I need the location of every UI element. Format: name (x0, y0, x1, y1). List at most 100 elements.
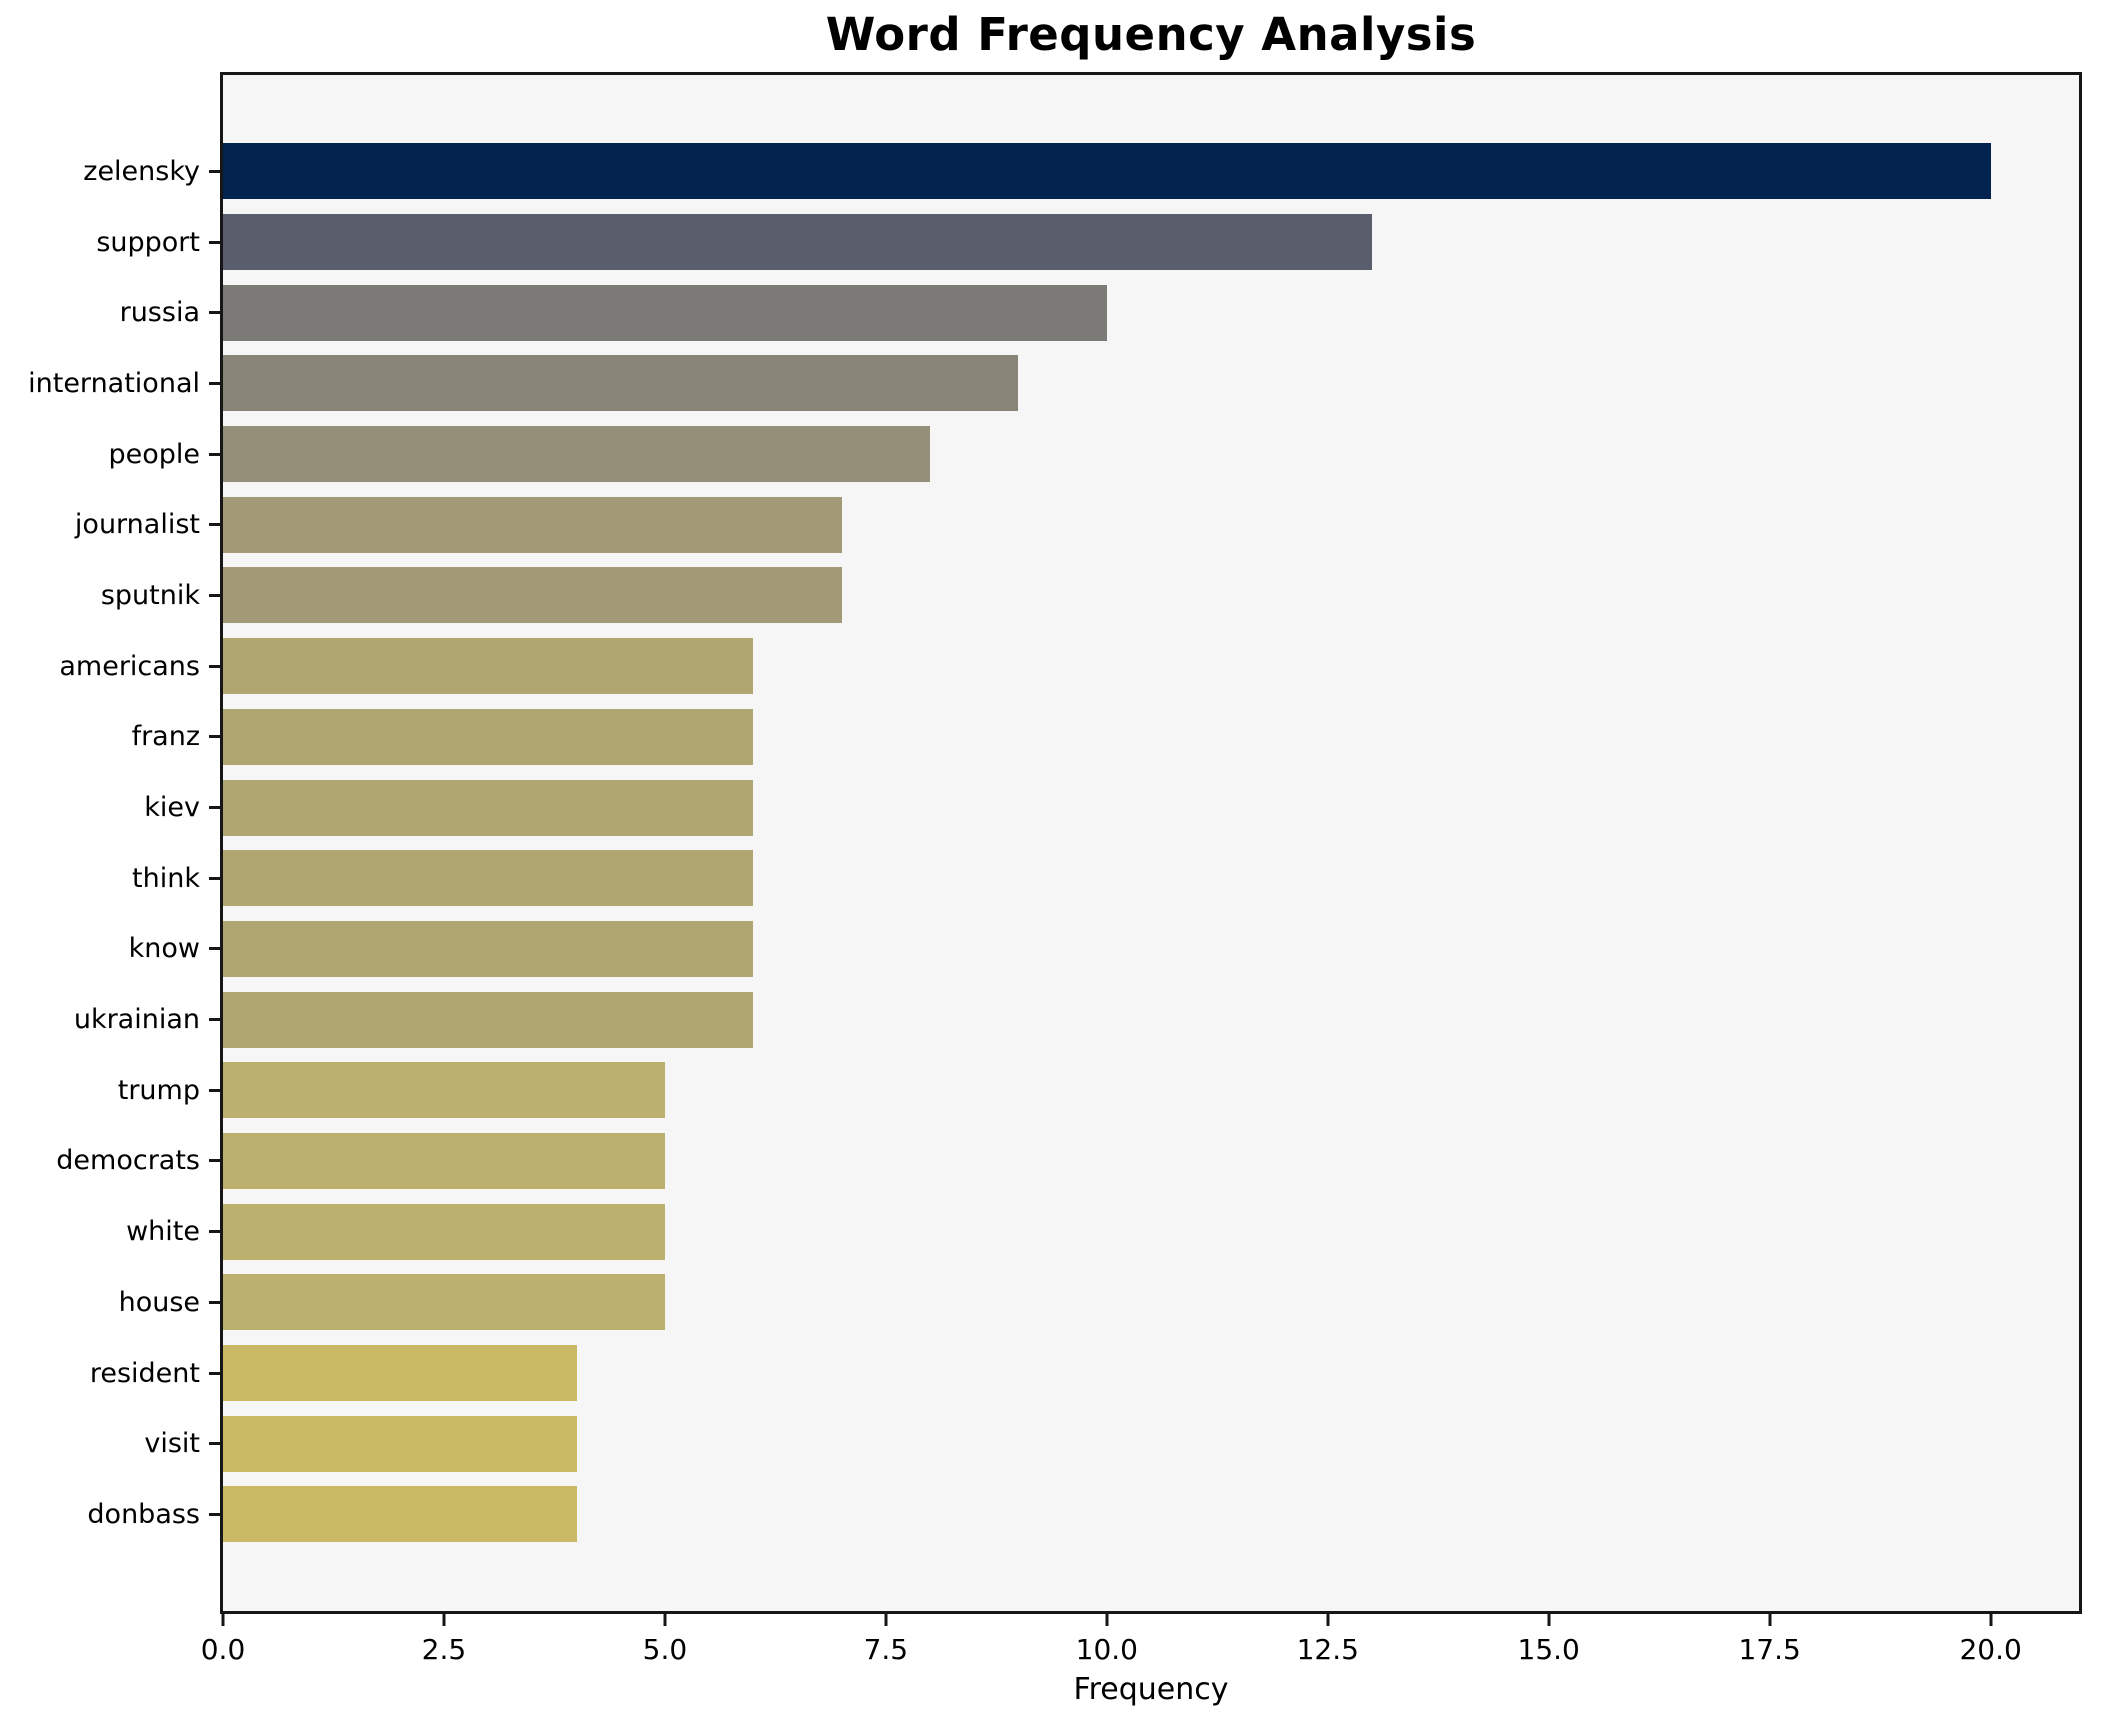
y-tick-mark (209, 240, 220, 244)
x-tick-label: 0.0 (200, 1633, 246, 1666)
y-tick-row: people (0, 419, 220, 490)
y-tick-mark (209, 1088, 220, 1092)
y-tick-label: think (132, 862, 200, 894)
bar-think (223, 850, 754, 907)
y-tick-row: donbass (0, 1479, 220, 1550)
y-tick-label: americans (59, 650, 200, 682)
y-tick-label: franz (131, 721, 200, 753)
y-tick-row: know (0, 914, 220, 985)
y-tick-label: ukrainian (73, 1004, 200, 1036)
bar-ukrainian (223, 991, 754, 1048)
bar-journalist (223, 496, 842, 553)
x-tick-mark (1547, 1614, 1551, 1626)
y-tick-row: trump (0, 1055, 220, 1126)
y-tick-mark (209, 1300, 220, 1304)
bar-row (223, 1126, 2079, 1197)
y-tick-label: zelensky (83, 155, 200, 187)
bar-row (223, 1267, 2079, 1338)
bar-row (223, 489, 2079, 560)
y-tick-label: people (108, 438, 200, 470)
y-tick-row: americans (0, 631, 220, 702)
y-tick-mark (209, 381, 220, 385)
bar-row (223, 772, 2079, 843)
y-tick-row: journalist (0, 489, 220, 560)
x-tick-label: 15.0 (1517, 1633, 1580, 1666)
bar-know (223, 920, 754, 977)
plot-area (220, 72, 2082, 1614)
bar-row (223, 631, 2079, 702)
bar-row (223, 207, 2079, 278)
y-tick-row: think (0, 843, 220, 914)
y-tick-row: international (0, 348, 220, 419)
bar-international (223, 355, 1019, 412)
x-tick-mark (442, 1614, 446, 1626)
x-tick-mark (884, 1614, 888, 1626)
bar-row (223, 1408, 2079, 1479)
bar-row (223, 136, 2079, 207)
y-tick-mark (209, 1512, 220, 1516)
bar-row (223, 1338, 2079, 1409)
x-tick-label: 10.0 (1075, 1633, 1138, 1666)
y-tick-label: support (96, 226, 200, 258)
y-tick-label: visit (144, 1428, 200, 1460)
x-tick-mark (221, 1614, 225, 1626)
x-tick-label: 17.5 (1738, 1633, 1801, 1666)
y-tick-label: donbass (87, 1498, 200, 1530)
bar-zelensky (223, 143, 1991, 200)
x-tick-label: 20.0 (1959, 1633, 2022, 1666)
y-tick-label: kiev (144, 792, 200, 824)
y-tick-label: international (28, 367, 200, 399)
bar-row (223, 702, 2079, 773)
bars-container (223, 75, 2079, 1550)
x-tick-mark (663, 1614, 667, 1626)
bar-people (223, 426, 931, 483)
bar-house (223, 1274, 665, 1331)
bar-americans (223, 638, 754, 695)
y-tick-label: house (118, 1286, 200, 1318)
bar-visit (223, 1415, 577, 1472)
y-tick-label: democrats (56, 1145, 200, 1177)
bar-franz (223, 708, 754, 765)
y-tick-mark (209, 311, 220, 315)
y-tick-row: support (0, 207, 220, 278)
bar-row (223, 914, 2079, 985)
y-tick-label: white (126, 1216, 200, 1248)
y-tick-label: sputnik (100, 579, 200, 611)
y-tick-mark (209, 593, 220, 597)
x-tick-mark (1326, 1614, 1330, 1626)
bar-row (223, 277, 2079, 348)
x-tick-mark (1768, 1614, 1772, 1626)
bar-trump (223, 1062, 665, 1119)
x-tick-label: 12.5 (1296, 1633, 1359, 1666)
bar-resident (223, 1345, 577, 1402)
y-tick-mark (209, 664, 220, 668)
bar-row (223, 843, 2079, 914)
bar-row (223, 1055, 2079, 1126)
y-tick-mark (209, 876, 220, 880)
bar-support (223, 214, 1372, 271)
x-axis-label: Frequency (1073, 1672, 1229, 1707)
x-tick-label: 5.0 (642, 1633, 688, 1666)
y-tick-row: russia (0, 277, 220, 348)
bar-kiev (223, 779, 754, 836)
bar-white (223, 1203, 665, 1260)
x-axis-ticks (221, 1614, 2079, 1626)
y-tick-mark (209, 947, 220, 951)
bar-sputnik (223, 567, 842, 624)
y-tick-label: russia (119, 297, 200, 329)
y-tick-label: know (128, 933, 200, 965)
y-tick-mark (209, 1159, 220, 1163)
bar-row (223, 984, 2079, 1055)
y-tick-mark (209, 1018, 220, 1022)
y-tick-row: ukrainian (0, 984, 220, 1055)
y-axis-labels: zelensky support russia international people… (0, 136, 220, 1550)
y-tick-row: franz (0, 702, 220, 773)
y-tick-mark (209, 523, 220, 527)
y-tick-row: democrats (0, 1126, 220, 1197)
bar-row (223, 560, 2079, 631)
y-tick-row: resident (0, 1338, 220, 1409)
x-tick-mark (1105, 1614, 1109, 1626)
x-tick-mark (1989, 1614, 1993, 1626)
y-tick-label: trump (117, 1074, 200, 1106)
